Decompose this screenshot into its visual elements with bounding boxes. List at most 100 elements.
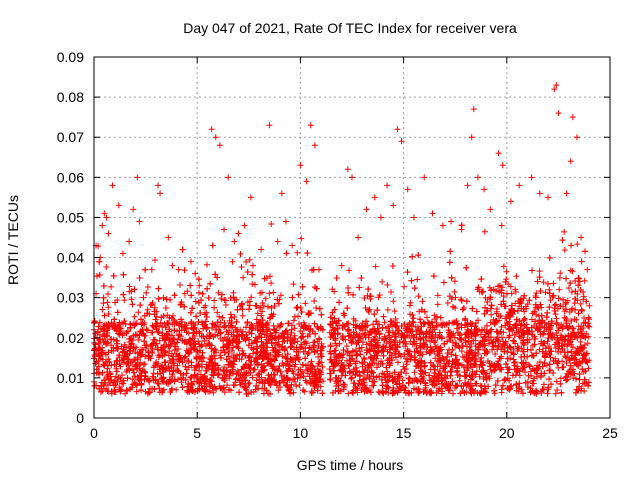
data-point xyxy=(309,389,316,396)
data-point xyxy=(166,376,173,383)
data-point xyxy=(167,389,174,396)
data-point xyxy=(114,346,121,353)
data-point xyxy=(196,347,203,354)
data-point xyxy=(159,365,166,372)
data-point xyxy=(531,308,538,315)
data-point xyxy=(552,311,559,318)
data-point xyxy=(248,389,255,396)
data-point xyxy=(496,366,503,373)
data-point xyxy=(384,306,391,313)
data-point xyxy=(420,388,427,395)
data-point xyxy=(511,359,518,366)
data-point xyxy=(477,382,484,389)
data-point xyxy=(442,363,449,370)
data-point xyxy=(145,349,152,356)
data-point xyxy=(400,339,407,346)
data-point xyxy=(185,357,192,364)
data-point xyxy=(413,345,420,352)
data-point xyxy=(116,319,123,326)
data-point xyxy=(218,295,225,302)
data-point xyxy=(535,312,542,319)
data-point xyxy=(532,293,539,300)
data-point xyxy=(447,248,454,255)
data-point xyxy=(318,359,325,366)
data-point xyxy=(502,322,509,329)
data-point xyxy=(401,387,408,394)
data-point xyxy=(203,325,210,332)
data-point xyxy=(364,388,371,395)
data-point xyxy=(555,327,562,334)
data-point xyxy=(393,348,400,355)
data-point xyxy=(229,258,236,265)
data-point xyxy=(467,347,474,354)
data-point xyxy=(120,346,127,353)
data-point xyxy=(510,311,517,318)
data-point xyxy=(406,302,413,309)
data-point xyxy=(438,335,445,342)
data-point xyxy=(577,300,584,307)
data-point xyxy=(422,369,429,376)
data-point xyxy=(228,348,235,355)
data-point xyxy=(458,348,465,355)
data-point xyxy=(288,381,295,388)
data-point xyxy=(411,349,418,356)
data-point xyxy=(374,349,381,356)
data-point xyxy=(214,371,221,378)
data-point xyxy=(375,328,382,335)
data-point xyxy=(453,356,460,363)
data-point xyxy=(162,349,169,356)
data-point xyxy=(336,357,343,364)
data-point xyxy=(138,387,145,394)
data-point xyxy=(458,296,465,303)
data-point xyxy=(510,308,517,315)
data-point xyxy=(207,280,214,287)
data-point xyxy=(108,283,115,290)
data-point xyxy=(372,341,379,348)
data-point xyxy=(305,311,312,318)
data-point xyxy=(501,348,508,355)
data-point xyxy=(488,361,495,368)
data-point xyxy=(293,344,300,351)
data-point xyxy=(499,343,506,350)
data-point xyxy=(493,308,500,315)
data-point xyxy=(179,359,186,366)
data-point xyxy=(550,292,557,299)
data-point xyxy=(506,332,513,339)
data-point xyxy=(246,302,253,309)
data-point xyxy=(314,362,321,369)
data-point xyxy=(217,329,224,336)
data-point xyxy=(358,387,365,394)
data-point xyxy=(128,335,135,342)
data-point xyxy=(186,350,193,357)
data-point xyxy=(540,279,547,286)
data-point xyxy=(543,314,550,321)
data-point xyxy=(168,332,175,339)
data-point xyxy=(159,352,166,359)
data-point xyxy=(573,316,580,323)
data-point xyxy=(502,361,509,368)
data-point xyxy=(333,275,340,282)
data-point xyxy=(304,250,311,257)
data-point xyxy=(461,389,468,396)
data-point xyxy=(365,307,372,314)
data-point xyxy=(186,336,193,343)
data-point xyxy=(360,368,367,375)
data-point xyxy=(437,357,444,364)
data-point xyxy=(238,301,245,308)
data-point xyxy=(191,372,198,379)
data-point xyxy=(220,337,227,344)
data-point xyxy=(348,374,355,381)
data-point xyxy=(234,352,241,359)
data-point xyxy=(454,320,461,327)
data-point xyxy=(145,389,152,396)
data-point xyxy=(575,274,582,281)
data-point xyxy=(553,319,560,326)
data-point xyxy=(308,358,315,365)
data-point xyxy=(192,298,199,305)
data-point xyxy=(103,340,110,347)
data-point xyxy=(539,317,546,324)
data-point xyxy=(417,367,424,374)
data-point xyxy=(207,355,214,362)
data-point xyxy=(530,353,537,360)
data-point xyxy=(434,292,441,299)
